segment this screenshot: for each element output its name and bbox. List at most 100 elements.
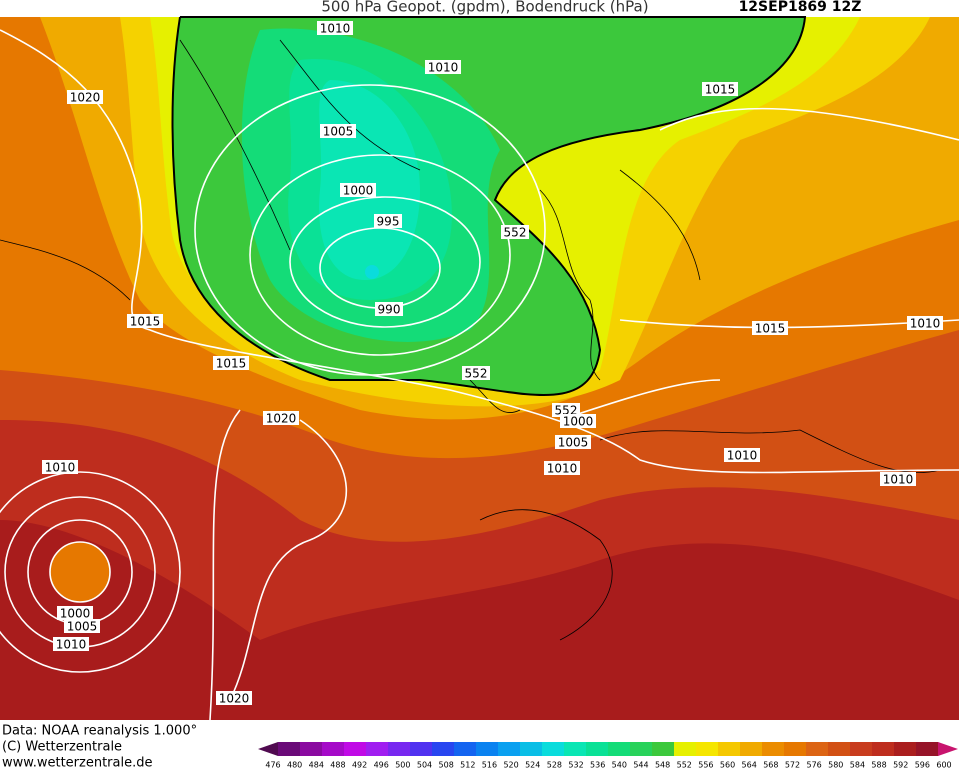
scale-swatch bbox=[322, 742, 345, 756]
scale-swatch bbox=[498, 742, 521, 756]
scale-label: 500 bbox=[395, 761, 410, 770]
scale-swatch bbox=[784, 742, 807, 756]
scale-label: 600 bbox=[936, 761, 951, 770]
scale-label: 576 bbox=[806, 761, 821, 770]
scale-label: 512 bbox=[460, 761, 475, 770]
isobar-label: 1010 bbox=[56, 638, 87, 652]
footer: Data: NOAA reanalysis 1.000°(C) Wetterze… bbox=[2, 724, 197, 770]
isobar-label: 1000 bbox=[60, 607, 91, 621]
scale-label: 540 bbox=[612, 761, 627, 770]
scale-label: 484 bbox=[309, 761, 324, 770]
coastlines bbox=[0, 39, 941, 641]
scale-label: 564 bbox=[742, 761, 757, 770]
label-box bbox=[907, 316, 943, 330]
scale-label: 480 bbox=[287, 761, 302, 770]
footer-line: www.wetterzentrale.de bbox=[2, 756, 152, 770]
scale-label: 588 bbox=[871, 761, 886, 770]
map-title: 500 hPa Geopot. (gpdm), Bodendruck (hPa) bbox=[321, 0, 648, 16]
scale-label: 532 bbox=[568, 761, 583, 770]
scale-label: 556 bbox=[698, 761, 713, 770]
scale-swatch bbox=[564, 742, 587, 756]
scale-swatch bbox=[278, 742, 301, 756]
label-box bbox=[375, 302, 403, 316]
scale-label: 580 bbox=[828, 761, 843, 770]
label-box bbox=[752, 321, 788, 335]
scale-label: 560 bbox=[720, 761, 735, 770]
scale-swatch bbox=[652, 742, 675, 756]
scale-swatch bbox=[718, 742, 741, 756]
isobar-label: 552 bbox=[504, 226, 527, 240]
scale-label: 508 bbox=[439, 761, 454, 770]
scale-arrow bbox=[938, 742, 958, 756]
scale-swatch bbox=[432, 742, 455, 756]
footer-line: (C) Wetterzentrale bbox=[2, 740, 122, 755]
scale-label: 488 bbox=[330, 761, 345, 770]
label-box bbox=[552, 403, 580, 417]
label-box bbox=[340, 183, 376, 197]
isobar-label: 1020 bbox=[266, 412, 297, 426]
isobar-label: 1015 bbox=[755, 322, 786, 336]
scale-swatch bbox=[872, 742, 895, 756]
isobar-label: 1015 bbox=[130, 315, 161, 329]
label-box bbox=[555, 435, 591, 449]
scale-swatch bbox=[410, 742, 433, 756]
label-box bbox=[724, 448, 760, 462]
scale-label: 524 bbox=[525, 761, 540, 770]
label-box bbox=[317, 21, 353, 35]
scale-swatch bbox=[696, 742, 719, 756]
isobar-label: 1000 bbox=[563, 415, 594, 429]
scale-swatch bbox=[454, 742, 477, 756]
isobar-label: 1005 bbox=[558, 436, 589, 450]
isobar-label: 995 bbox=[377, 215, 400, 229]
map-date: 12SEP1869 12Z bbox=[739, 0, 862, 15]
label-box bbox=[702, 82, 738, 96]
scale-swatch bbox=[476, 742, 499, 756]
scale-swatch bbox=[674, 742, 697, 756]
scale-label: 544 bbox=[633, 761, 648, 770]
isobar-label: 552 bbox=[465, 367, 488, 381]
scale-label: 520 bbox=[503, 761, 518, 770]
scale-swatch bbox=[850, 742, 873, 756]
scale-swatch bbox=[630, 742, 653, 756]
scale-swatch bbox=[740, 742, 763, 756]
scale-label: 528 bbox=[547, 761, 562, 770]
label-box bbox=[544, 461, 580, 475]
scale-label: 592 bbox=[893, 761, 908, 770]
label-box bbox=[67, 90, 103, 104]
label-box bbox=[501, 225, 529, 239]
scale-swatch bbox=[520, 742, 543, 756]
scale-label: 492 bbox=[352, 761, 367, 770]
isobar-label: 1015 bbox=[705, 83, 736, 97]
scale-label: 536 bbox=[590, 761, 605, 770]
footer-line: Data: NOAA reanalysis 1.000° bbox=[2, 724, 197, 739]
isobar-label: 1000 bbox=[343, 184, 374, 198]
label-box bbox=[880, 472, 916, 486]
isobar-label: 1015 bbox=[216, 357, 247, 371]
label-box bbox=[127, 314, 163, 328]
isobar-label: 1010 bbox=[547, 462, 578, 476]
label-box bbox=[425, 60, 461, 74]
scale-swatch bbox=[542, 742, 565, 756]
label-box bbox=[213, 356, 249, 370]
scale-swatch bbox=[828, 742, 851, 756]
isobar-label: 1010 bbox=[727, 449, 758, 463]
label-box bbox=[57, 606, 93, 620]
isobars bbox=[0, 29, 959, 721]
isobar-label: 1020 bbox=[70, 91, 101, 105]
scale-swatch bbox=[762, 742, 785, 756]
scale-swatch bbox=[344, 742, 367, 756]
scale-label: 548 bbox=[655, 761, 670, 770]
scale-label: 572 bbox=[785, 761, 800, 770]
scale-label: 476 bbox=[265, 761, 280, 770]
scale-swatch bbox=[894, 742, 917, 756]
isobar-label: 1010 bbox=[428, 61, 459, 75]
scale-swatch bbox=[366, 742, 389, 756]
label-box bbox=[53, 637, 89, 651]
label-box bbox=[374, 214, 402, 228]
label-box bbox=[216, 691, 252, 705]
scale-swatch bbox=[806, 742, 829, 756]
isobar-label: 1005 bbox=[323, 125, 354, 139]
